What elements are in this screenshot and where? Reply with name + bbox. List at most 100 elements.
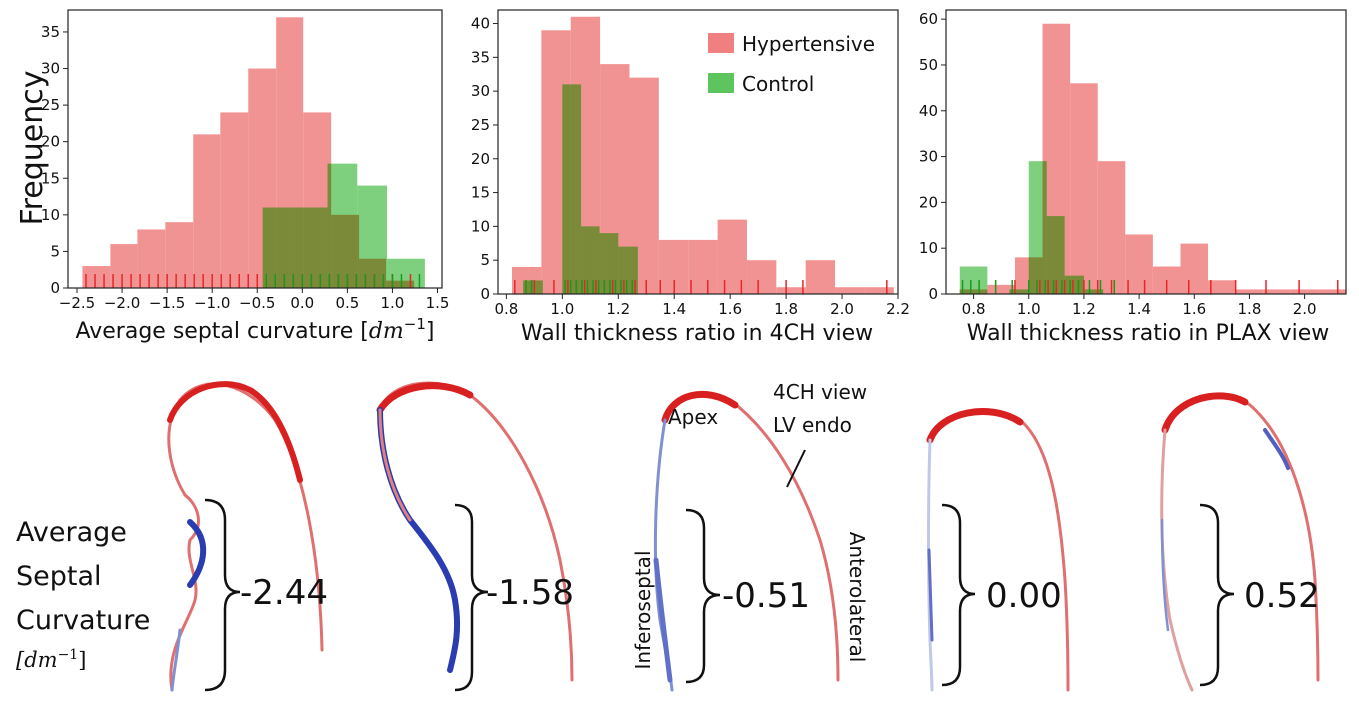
bar-overlap (562, 84, 571, 294)
y-tick-label: 5 (50, 242, 60, 260)
bar-hypertensive (1070, 83, 1098, 295)
x-tick-label: −1.0 (194, 294, 230, 312)
annotation-anterolateral: Anterolateral (845, 532, 869, 663)
x-tick-label: 1.5 (426, 294, 450, 312)
bar-hypertensive (1263, 289, 1291, 294)
bar-overlap (570, 84, 582, 294)
label-line-septal: Septal (16, 561, 102, 592)
bar-hypertensive (1125, 234, 1153, 294)
brace-2 (454, 503, 489, 692)
y-tick-label: 20 (919, 193, 938, 211)
bar-overlap (331, 214, 358, 288)
y-tick-label: 40 (471, 15, 490, 33)
xlabel-plax-ratio: Wall thickness ratio in PLAX view (967, 321, 1330, 346)
plot-frame (497, 9, 899, 295)
curvature-value-1: -2.44 (240, 573, 328, 613)
bar-overlap (1014, 289, 1029, 294)
bar-hypertensive (1318, 289, 1346, 294)
x-tick-label: −2.5 (59, 294, 95, 312)
x-tick-label: 1.0 (550, 300, 574, 318)
bar-overlap (1042, 161, 1047, 294)
lv-shape-1 (167, 381, 324, 692)
bar-hypertensive (137, 229, 166, 288)
curvature-value-2: -1.58 (486, 573, 574, 613)
legend-swatch-hypertensive (708, 33, 734, 53)
annotation-view-line1: 4CH view (773, 380, 867, 404)
bar-overlap (290, 207, 304, 288)
histogram-panel-3: 0.8 1.0 1.2 1.4 1.6 1.8 2.0 0 10 20 30 40 50 60 (919, 9, 1347, 318)
bar-overlap (386, 280, 388, 288)
x-tick-label: 1.0 (1017, 300, 1041, 318)
x-tick-label: −2.0 (104, 294, 140, 312)
bar-overlap (1046, 216, 1065, 294)
y-tick-label: 0 (480, 285, 490, 303)
plot-frame (945, 9, 1347, 295)
y-tick-label: 0 (928, 285, 938, 303)
xlabel-septal-curvature: Average septal curvature [dm−1] (75, 315, 434, 344)
y-tick-label: 40 (919, 102, 938, 120)
bar-hypertensive (864, 287, 894, 294)
x-tick-label: 1.2 (606, 300, 630, 318)
y-tick-label: 15 (471, 184, 490, 202)
bar-overlap (327, 163, 332, 288)
legend-label-control: Control (742, 72, 814, 96)
average-septal-curvature-label: Average Septal Curvature [dm−1] (16, 517, 150, 672)
x-tick-label: 0.5 (335, 294, 359, 312)
xlabel-4ch-ratio: Wall thickness ratio in 4CH view (521, 321, 873, 346)
bar-hypertensive (220, 112, 249, 288)
y-tick-label: 25 (41, 96, 60, 114)
lv-shape-5 (1160, 392, 1320, 692)
bar-hypertensive (717, 219, 747, 294)
bar-overlap (276, 207, 291, 288)
legend: Hypertensive Control (708, 32, 875, 96)
legend-swatch-control (708, 73, 734, 93)
brace-1 (204, 498, 241, 692)
lv-shape-3 (653, 390, 840, 692)
histogram-panels: −2.5 −2.0 −1.5 −1.0 −0.5 0.0 0.5 1.0 1.5 0 5 10 15 20… (41, 9, 1347, 318)
x-tick-label: 0.8 (494, 300, 518, 318)
bar-overlap (357, 214, 360, 288)
bar-hypertensive (1235, 289, 1264, 294)
bar-hypertensive (110, 244, 138, 288)
lv-endo-pointer (786, 449, 806, 488)
label-unit: [dm−1] (16, 647, 86, 672)
y-tick-label: 35 (471, 48, 490, 66)
x-tick-label: 1.8 (1238, 300, 1262, 318)
brace-5 (1199, 503, 1235, 687)
x-tick-label: −1.5 (149, 294, 185, 312)
bar-hypertensive (688, 239, 718, 294)
x-tick-label: 1.6 (1182, 300, 1206, 318)
y-tick-label: 10 (471, 217, 490, 235)
y-tick-label: 5 (480, 251, 490, 269)
histogram-panel-2: 0.8 1.0 1.2 1.4 1.6 1.8 2.0 2.2 0 5 10 15 20 25 30 35 40 (471, 9, 910, 318)
x-tick-label: 2.0 (830, 300, 854, 318)
bar-hypertensive (1180, 243, 1209, 294)
frequency-ylabel: Frequency (15, 71, 50, 226)
bar-hypertensive (1208, 280, 1236, 294)
bar-overlap (629, 246, 638, 294)
bar-overlap (541, 280, 543, 294)
curvature-value-3: -0.51 (722, 576, 810, 616)
curvature-value-5: 0.52 (1244, 576, 1320, 616)
annotation-apex: Apex (668, 405, 718, 429)
brace-4 (941, 503, 976, 687)
bar-overlap (1083, 289, 1098, 294)
y-tick-label: 30 (471, 82, 490, 100)
bar-overlap (303, 207, 328, 288)
legend-label-hypertensive: Hypertensive (742, 32, 875, 56)
y-tick-label: 20 (471, 150, 490, 168)
x-tick-label: 1.4 (662, 300, 686, 318)
bar-overlap (1064, 275, 1071, 294)
x-tick-label: 1.2 (1072, 300, 1096, 318)
x-tick-label: 2.0 (1293, 300, 1317, 318)
annotation-inferoseptal: Inferoseptal (631, 550, 655, 669)
bar-hypertensive (165, 222, 194, 288)
bar-overlap (599, 233, 601, 294)
lv-shape-2 (376, 381, 574, 682)
y-tick-label: 10 (919, 239, 938, 257)
bar-overlap (959, 289, 988, 294)
x-tick-label: 0.0 (290, 294, 314, 312)
label-line-average: Average (16, 517, 127, 548)
y-tick-label: 30 (919, 148, 938, 166)
